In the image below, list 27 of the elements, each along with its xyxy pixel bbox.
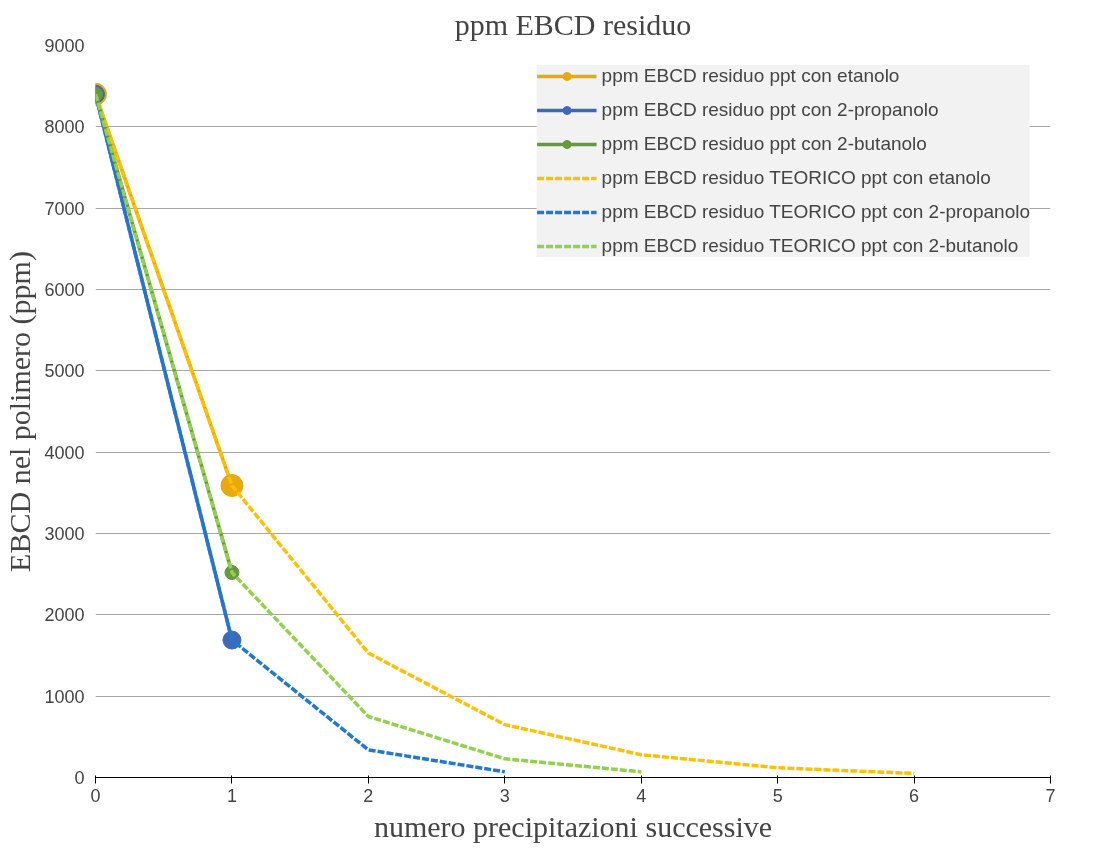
legend-label: ppm EBCD residuo ppt con 2-butanolo — [601, 133, 927, 155]
y-axis-title: EBCD nel polimero (ppm) — [3, 251, 38, 572]
x-tick-label: 5 — [772, 785, 783, 806]
x-tick-label: 3 — [499, 785, 510, 806]
x-tick-label: 7 — [1045, 785, 1056, 806]
y-tick-label: 4000 — [44, 442, 85, 463]
chart-title: ppm EBCD residuo — [454, 7, 692, 41]
y-tick-label: 1000 — [44, 686, 85, 707]
y-tick-label: 8000 — [44, 117, 85, 138]
y-tick-label: 2000 — [44, 605, 85, 626]
y-tick-label: 6000 — [44, 280, 85, 300]
y-tick-label: 3000 — [44, 524, 85, 544]
y-tick-label: 0 — [74, 768, 85, 788]
legend-label: ppm EBCD residuo TEORICO ppt con 2-butanolo — [601, 235, 1019, 257]
x-axis-title: numero precipitazioni successive — [373, 809, 773, 843]
x-tick-label: 4 — [636, 785, 647, 806]
y-tick-label: 7000 — [44, 198, 85, 219]
y-tick-label: 9000 — [44, 36, 85, 56]
x-tick-label: 6 — [909, 785, 920, 806]
x-tick-label: 2 — [363, 785, 374, 806]
legend-label: ppm EBCD residuo TEORICO ppt con etanolo — [601, 167, 991, 189]
legend-label: ppm EBCD residuo TEORICO ppt con 2-propanolo — [601, 201, 1030, 223]
legend-label: ppm EBCD residuo ppt con 2-propanolo — [601, 99, 939, 121]
x-tick-label: 1 — [226, 785, 237, 806]
x-tick-label: 0 — [90, 785, 101, 806]
y-tick-label: 5000 — [44, 361, 85, 382]
legend-label: ppm EBCD residuo ppt con etanolo — [601, 65, 900, 87]
